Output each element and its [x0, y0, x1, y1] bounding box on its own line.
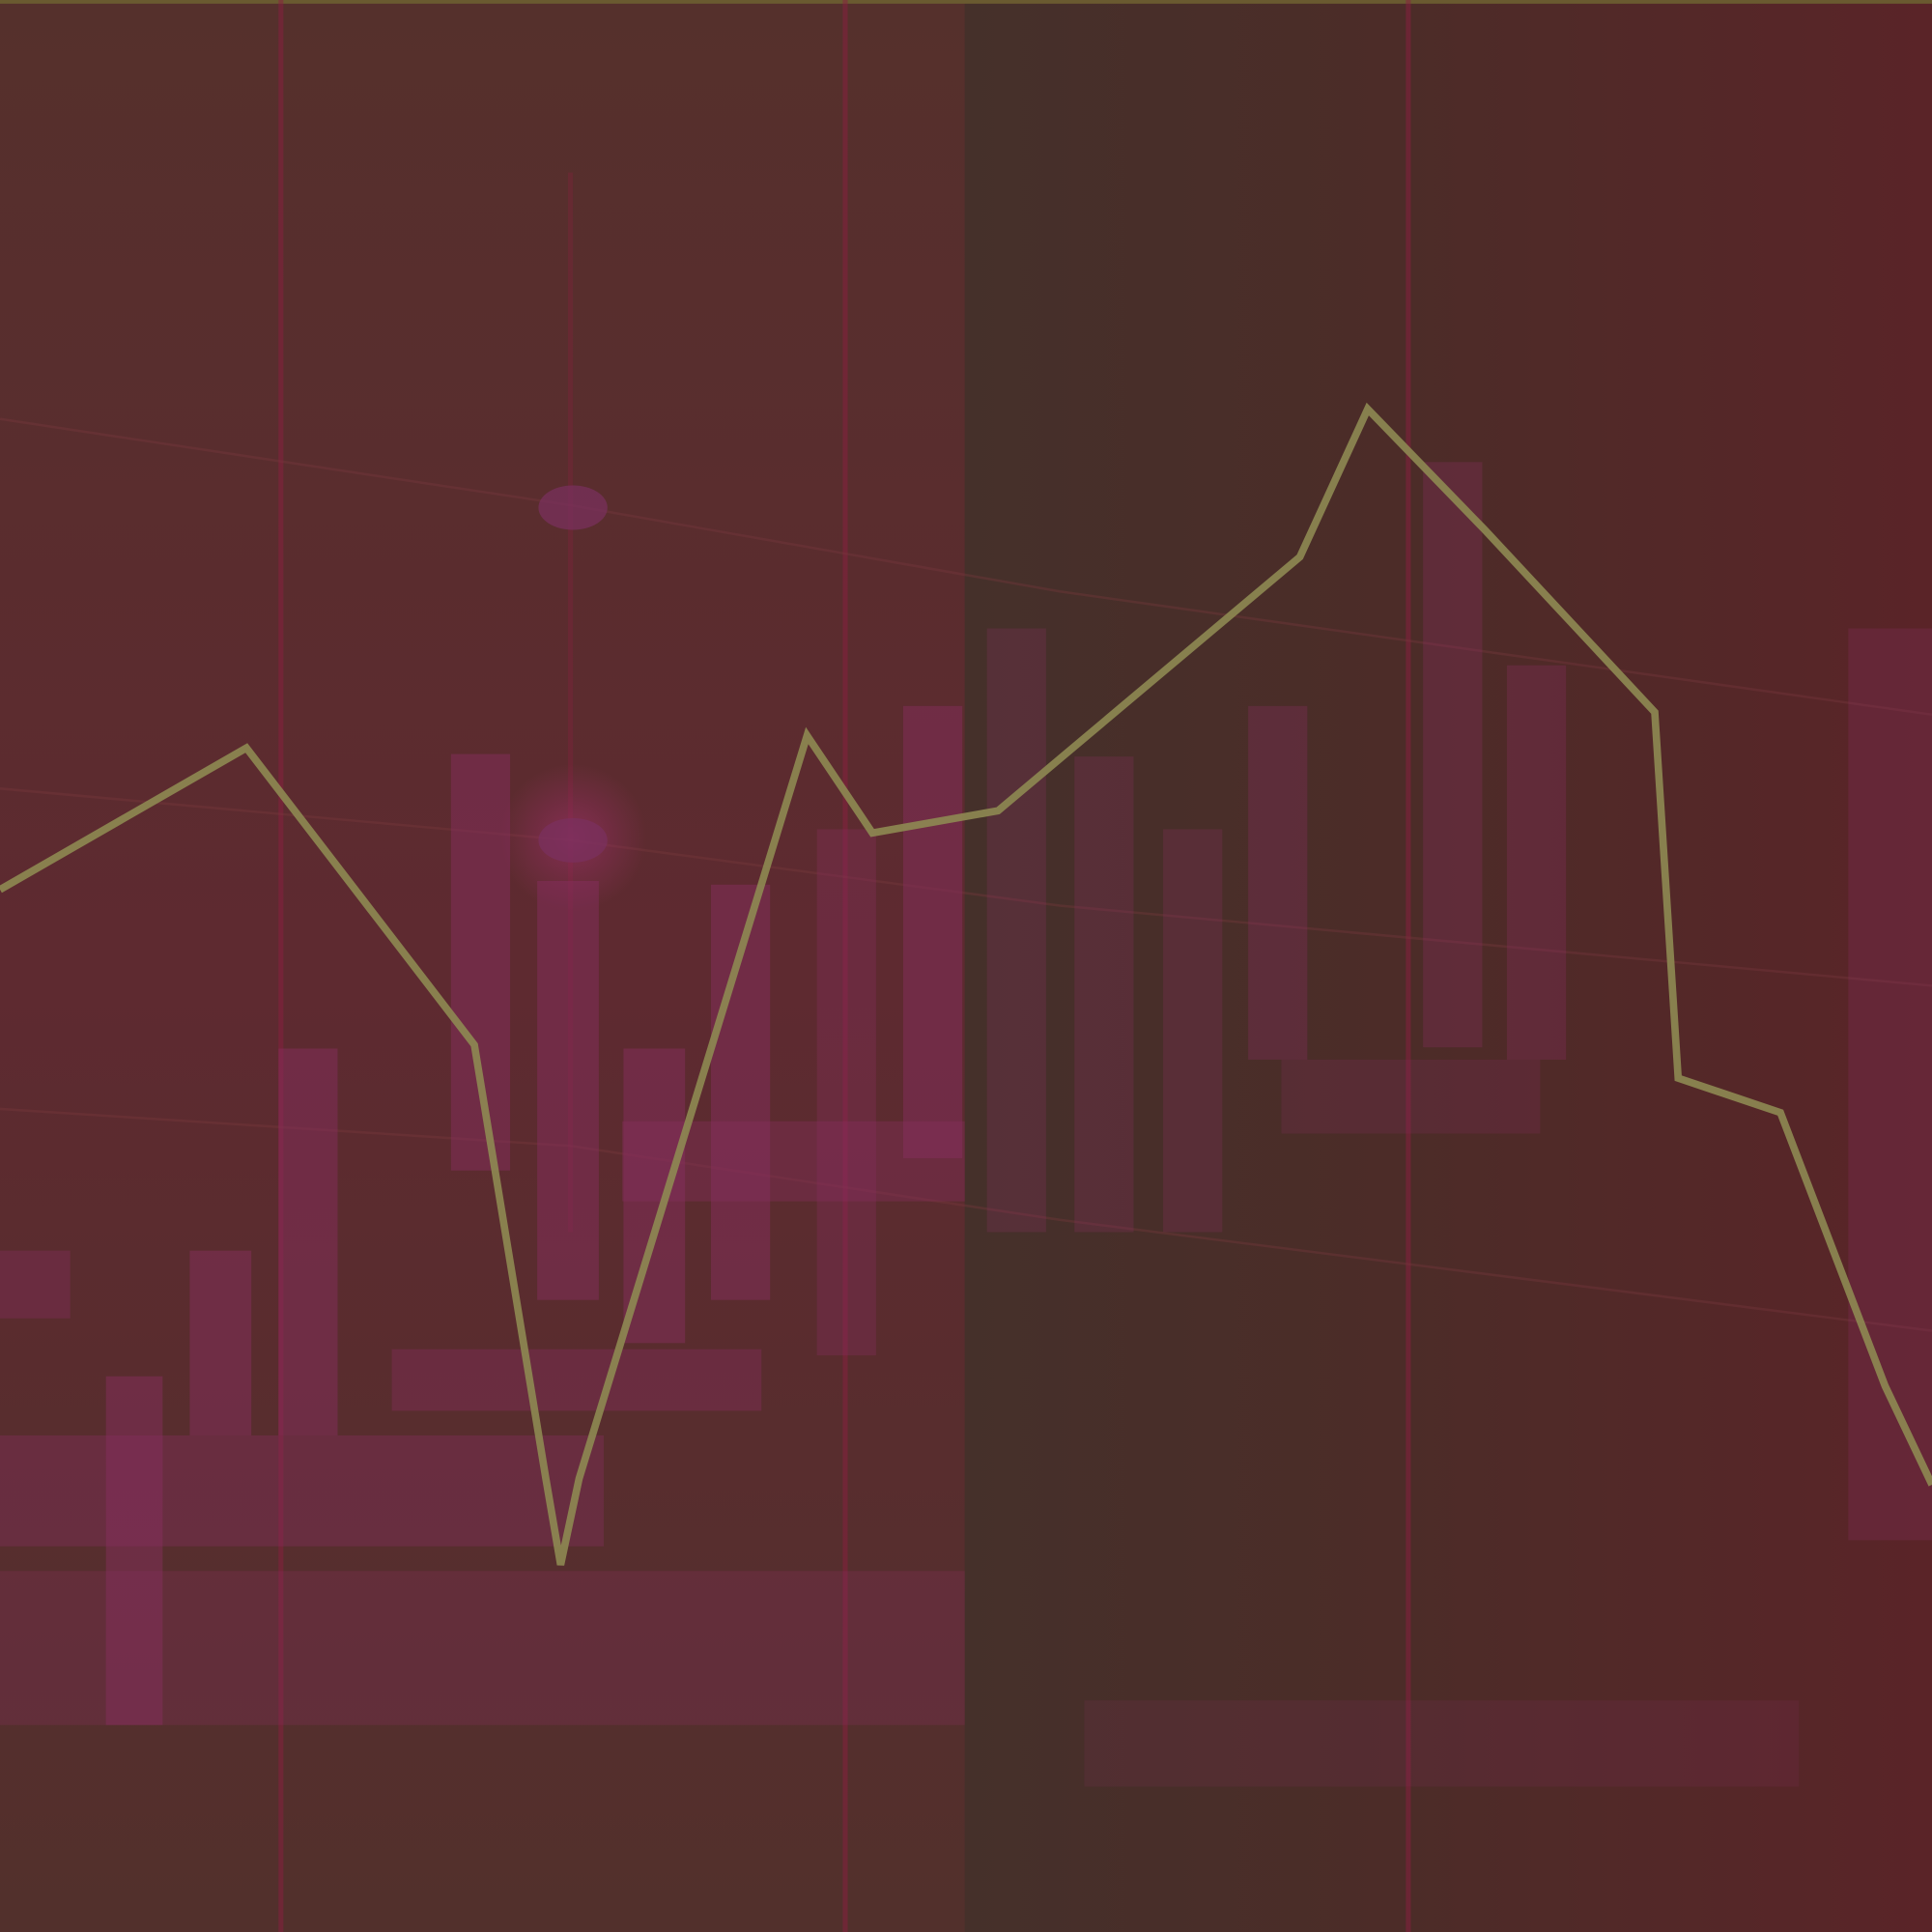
left-panel [0, 0, 965, 1932]
bar [1074, 756, 1134, 1233]
band [1084, 1700, 1800, 1787]
band [1281, 1059, 1541, 1134]
faint-curve [0, 1107, 1932, 1332]
bar [1248, 705, 1308, 1060]
bar [189, 1250, 252, 1435]
bar [986, 628, 1046, 1233]
faint-curve [0, 417, 1932, 717]
band [391, 1349, 762, 1411]
bars [105, 462, 1932, 1725]
bar [537, 880, 599, 1300]
bar [816, 829, 876, 1356]
band [0, 1435, 604, 1547]
node [538, 485, 608, 530]
trend-line [0, 402, 1932, 1566]
bar [1163, 829, 1223, 1233]
bands [0, 1059, 1800, 1787]
top-edge [0, 0, 1932, 4]
band [0, 1250, 71, 1319]
right-panel [964, 0, 1932, 1932]
bar [902, 705, 963, 1158]
faint-curve [0, 787, 1932, 987]
bar [1506, 665, 1567, 1060]
bar [1423, 462, 1483, 1048]
node [538, 817, 608, 863]
bar [278, 1048, 338, 1435]
bar [105, 1376, 163, 1725]
bar [450, 753, 511, 1171]
band [0, 1571, 965, 1725]
